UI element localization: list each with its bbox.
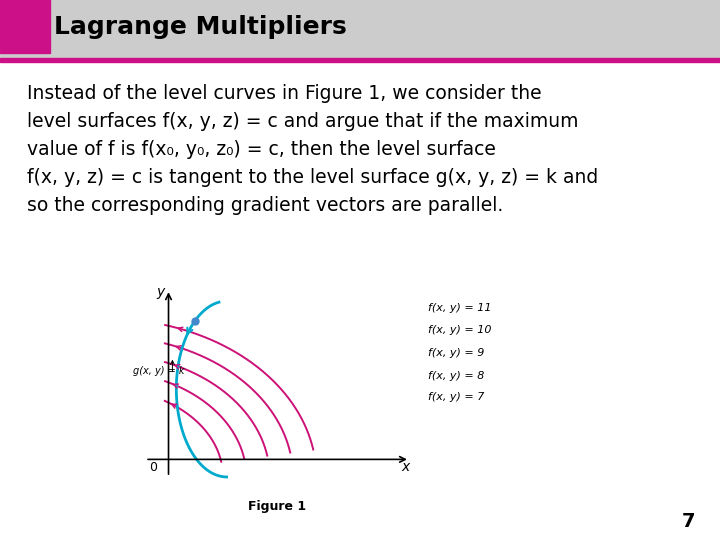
Text: value of f is f(x₀, y₀, z₀) = c, then the level surface: value of f is f(x₀, y₀, z₀) = c, then th… [27, 140, 496, 159]
Text: x: x [402, 460, 410, 474]
Text: 0: 0 [149, 461, 157, 474]
Text: f(x, y, z) = c is tangent to the level surface g(x, y, z) = k and: f(x, y, z) = c is tangent to the level s… [27, 168, 598, 187]
Bar [0, 0, 50, 52]
Text: Instead of the level curves in Figure 1, we consider the: Instead of the level curves in Figure 1,… [27, 84, 542, 103]
Text: level surfaces f(x, y, z) = c and argue that if the maximum: level surfaces f(x, y, z) = c and argue … [27, 112, 579, 131]
Text: 7: 7 [681, 511, 695, 531]
Text: Lagrange Multipliers: Lagrange Multipliers [54, 15, 347, 39]
Text: y: y [157, 285, 165, 299]
Bar [0, 58, 720, 62]
Text: f(x, y) = 10: f(x, y) = 10 [428, 326, 492, 335]
Text: f(x, y) = 9: f(x, y) = 9 [428, 348, 485, 358]
Text: Figure 1: Figure 1 [248, 500, 306, 513]
Bar [0, 0, 720, 60]
Text: f(x, y) = 11: f(x, y) = 11 [428, 303, 492, 313]
Text: g(x, y) = k: g(x, y) = k [133, 367, 185, 376]
Text: f(x, y) = 7: f(x, y) = 7 [428, 392, 485, 402]
Text: f(x, y) = 8: f(x, y) = 8 [428, 371, 485, 381]
Text: so the corresponding gradient vectors are parallel.: so the corresponding gradient vectors ar… [27, 196, 503, 215]
